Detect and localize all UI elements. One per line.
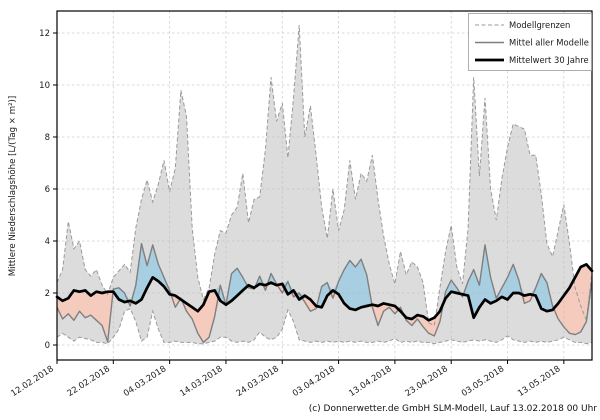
legend-label-model-mean: Mittel aller Modelle [509,37,589,47]
svg-text:12.02.2018: 12.02.2018 [9,364,55,399]
model-max-line [56,25,593,327]
y-axis-label: Mittlere Niederschlagshöhe [L/(Tag × m²)… [8,96,18,276]
y-tick-labels: 0 2 4 6 8 10 12 [39,29,50,351]
svg-text:10: 10 [39,81,50,91]
model-min-line [56,307,593,345]
svg-text:8: 8 [45,133,50,143]
model-mean-line [56,242,593,344]
svg-text:14.03.2018: 14.03.2018 [178,364,224,399]
svg-text:03.05.2018: 03.05.2018 [460,364,506,399]
legend-label-mean-30y: Mittelwert 30 Jahre [509,55,589,65]
svg-text:13.04.2018: 13.04.2018 [347,364,393,399]
svg-text:03.04.2018: 03.04.2018 [291,364,337,399]
svg-text:12: 12 [39,29,50,39]
svg-text:0: 0 [45,341,50,351]
mean-30y-line [55,263,594,322]
above-normal-fill [57,243,592,321]
svg-text:6: 6 [45,185,50,195]
svg-text:2: 2 [45,289,50,299]
svg-text:4: 4 [45,237,50,247]
svg-text:23.04.2018: 23.04.2018 [404,364,450,399]
legend: Modellgrenzen Mittel aller Modelle Mitte… [468,13,592,71]
x-tick-labels: 12.02.2018 22.02.2018 04.03.2018 14.03.2018… [9,364,562,399]
legend-label-model-bounds: Modellgrenzen [509,20,570,30]
svg-text:13.05.2018: 13.05.2018 [516,364,562,399]
svg-text:24.03.2018: 24.03.2018 [235,364,281,399]
tick-marks [53,32,565,364]
footer-credit: (c) Donnerwetter.de GmbH SLM-Modell, Lau… [308,404,597,414]
svg-text:04.03.2018: 04.03.2018 [122,364,168,399]
svg-text:22.02.2018: 22.02.2018 [66,364,112,399]
model-range-band [57,25,592,344]
axes-box [56,10,593,361]
